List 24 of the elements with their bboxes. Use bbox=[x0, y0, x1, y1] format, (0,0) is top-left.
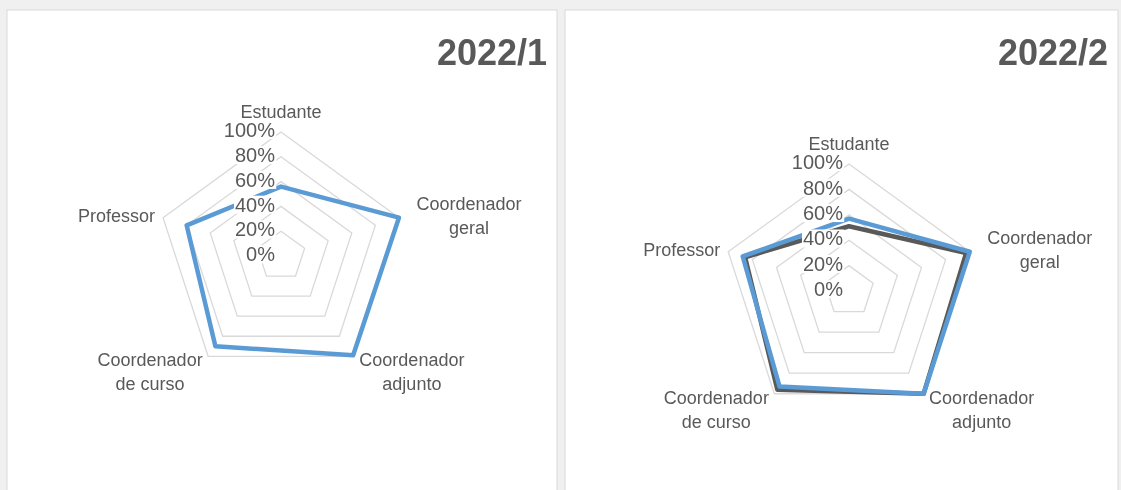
spoke-label: Professor bbox=[78, 205, 156, 226]
chart-title: 2022/1 bbox=[436, 32, 547, 73]
y-tick-label: 20% bbox=[234, 218, 276, 241]
y-tick-label: 0% bbox=[814, 278, 844, 301]
spoke-label: Estudante bbox=[808, 134, 890, 154]
spoke-label: Professor bbox=[643, 239, 721, 260]
y-tick-label: 20% bbox=[802, 252, 844, 275]
y-tick-label: 100% bbox=[223, 119, 276, 142]
spoke-label: Coordenador adjunto bbox=[929, 387, 1035, 432]
y-tick-label: 0% bbox=[246, 243, 276, 266]
spoke-label: Estudante bbox=[240, 102, 322, 122]
y-tick-label: 60% bbox=[802, 202, 844, 225]
y-tick-label: 100% bbox=[791, 151, 844, 174]
spoke-label: Coordenador geral bbox=[416, 193, 522, 238]
chart-title: 2022/2 bbox=[997, 32, 1108, 73]
y-tick-label: 80% bbox=[802, 176, 844, 199]
y-tick-label: 40% bbox=[234, 193, 276, 216]
y-tick-label: 80% bbox=[234, 144, 276, 167]
y-tick-label: 40% bbox=[802, 227, 844, 250]
y-tick-label: 60% bbox=[234, 168, 276, 191]
spoke-label: Coordenador de curso bbox=[97, 350, 203, 395]
spoke-label: Coordenador de curso bbox=[663, 387, 769, 432]
spoke-label: Coordenador geral bbox=[987, 227, 1093, 272]
spoke-label: Coordenador adjunto bbox=[359, 350, 465, 395]
